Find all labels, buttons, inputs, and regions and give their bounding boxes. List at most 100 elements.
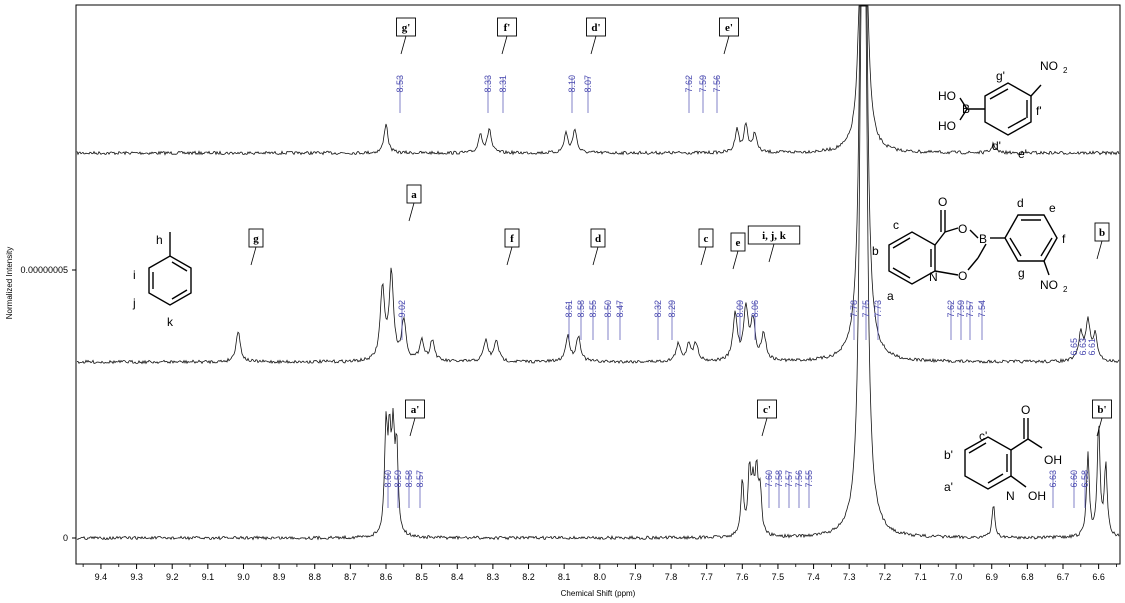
x-tick-label: 7.6 bbox=[736, 572, 749, 582]
assignment-pointer bbox=[732, 250, 739, 270]
assignment-label: c' bbox=[763, 404, 771, 416]
struct-mid-o-top: O bbox=[938, 195, 947, 209]
x-tick-label: 8.4 bbox=[451, 572, 464, 582]
struct-mid-f: f bbox=[1062, 232, 1066, 246]
struct-mid-no2-sub: 2 bbox=[1063, 285, 1068, 294]
struct-top-b: B bbox=[962, 102, 970, 116]
assignment-label: f bbox=[510, 233, 514, 245]
struct-top-no2-sub: 2 bbox=[1063, 66, 1068, 75]
assignment-pointer bbox=[1096, 417, 1103, 437]
struct-mid-g: g bbox=[1018, 266, 1025, 280]
assignment-pointer bbox=[400, 35, 407, 55]
struct-tol-i: i bbox=[133, 268, 136, 282]
struct-tol-k: k bbox=[167, 315, 174, 329]
assignment-label: g' bbox=[402, 22, 411, 34]
x-tick-label: 7.7 bbox=[700, 572, 713, 582]
x-tick-label: 9.1 bbox=[202, 572, 215, 582]
assignment-label: e bbox=[736, 237, 741, 249]
assignment-pointer bbox=[592, 246, 599, 266]
assignment-pointer bbox=[1096, 240, 1103, 260]
peak-label: 6.63 bbox=[1078, 338, 1088, 356]
struct-mid-b-lab: b bbox=[872, 244, 879, 258]
assignment-pointer bbox=[408, 202, 415, 222]
plot-frame bbox=[75, 4, 1121, 565]
assignment-label: d bbox=[595, 233, 601, 245]
y-axis: 0 0.00000005 bbox=[20, 265, 76, 543]
structure-bottom bbox=[964, 418, 1043, 490]
y-tick-label: 0.00000005 bbox=[20, 265, 68, 275]
spectrum-line-top bbox=[76, 5, 1120, 156]
x-tick-label: 7.4 bbox=[807, 572, 820, 582]
struct-bot-n: N bbox=[1006, 489, 1015, 503]
spectrum-series bbox=[76, 5, 1120, 541]
assignment-label: d' bbox=[591, 22, 600, 34]
struct-top-g: g' bbox=[996, 69, 1005, 83]
peak-label: 6.65 bbox=[1069, 338, 1079, 356]
x-axis: 9.4 9.3 9.2 9.1 9.0 8.9 8.8 8.7 8.6 8.5 8.4 8.3 8.2 8… bbox=[82, 564, 1117, 582]
struct-top-d: d' bbox=[992, 139, 1001, 153]
spectrum-line-middle bbox=[76, 5, 1120, 365]
x-tick-label: 8.3 bbox=[487, 572, 500, 582]
structure-toluene bbox=[148, 232, 192, 306]
struct-mid-e: e bbox=[1049, 201, 1056, 215]
assignment-pointer bbox=[501, 35, 508, 55]
peak-label: 6.61 bbox=[1087, 338, 1097, 356]
x-tick-label: 8.7 bbox=[344, 572, 357, 582]
struct-mid-d: d bbox=[1017, 196, 1024, 210]
struct-top-e: e' bbox=[1018, 147, 1027, 161]
x-tick-label: 6.7 bbox=[1057, 572, 1070, 582]
peak-labels: 8.53 8.33 8.31 8.10 8.07 7.62 7.59 7.569.02 8.61… bbox=[383, 75, 1097, 508]
struct-mid-o2: O bbox=[958, 269, 967, 283]
x-tick-label: 8.9 bbox=[273, 572, 286, 582]
struct-bot-o: O bbox=[1021, 403, 1030, 417]
struct-mid-b: B bbox=[979, 232, 987, 246]
x-tick-label: 7.9 bbox=[629, 572, 642, 582]
struct-top-ho1: HO bbox=[938, 89, 956, 103]
x-tick-label: 9.4 bbox=[95, 572, 108, 582]
x-tick-label: 6.8 bbox=[1021, 572, 1034, 582]
struct-bot-c: c' bbox=[979, 429, 987, 443]
assignment-pointer bbox=[590, 35, 597, 55]
assignment-pointer bbox=[723, 35, 730, 55]
struct-bot-oh1: OH bbox=[1044, 453, 1062, 467]
assignment-pointer bbox=[700, 246, 707, 266]
x-tick-label: 7.3 bbox=[843, 572, 856, 582]
struct-top-no2: NO bbox=[1040, 59, 1058, 73]
assignment-pointer bbox=[409, 417, 416, 437]
struct-tol-h: h bbox=[156, 233, 163, 247]
struct-bot-b: b' bbox=[944, 448, 953, 462]
assignment-pointer bbox=[250, 246, 257, 266]
x-tick-label: 9.0 bbox=[237, 572, 250, 582]
x-tick-label: 8.2 bbox=[522, 572, 535, 582]
x-tick-label: 8.6 bbox=[380, 572, 393, 582]
y-tick-label: 0 bbox=[63, 533, 68, 543]
x-tick-label: 6.6 bbox=[1092, 572, 1105, 582]
x-tick-label: 8.5 bbox=[415, 572, 428, 582]
assignment-pointer bbox=[768, 243, 775, 263]
x-axis-title: Chemical Shift (ppm) bbox=[561, 589, 636, 598]
assignment-label: f' bbox=[504, 22, 511, 34]
x-tick-label: 7.5 bbox=[772, 572, 785, 582]
assignment-pointer bbox=[506, 246, 513, 266]
x-tick-label: 7.8 bbox=[665, 572, 678, 582]
x-tick-label: 7.2 bbox=[879, 572, 892, 582]
struct-mid-a: a bbox=[887, 289, 894, 303]
x-tick-label: 9.3 bbox=[130, 572, 143, 582]
struct-mid-c: c bbox=[893, 218, 899, 232]
struct-top-f: f' bbox=[1036, 104, 1042, 118]
assignment-labels: g' f' d' e' g a f d c e i, j, k b a' c' b' bbox=[248, 17, 1112, 437]
x-tick-label: 7.1 bbox=[914, 572, 927, 582]
assignment-label: c bbox=[704, 233, 709, 245]
spectrum-line-bottom bbox=[76, 5, 1120, 541]
y-axis-title: Normalized Intensity bbox=[5, 247, 14, 319]
x-tick-label: 8.1 bbox=[558, 572, 571, 582]
struct-mid-o1: O bbox=[958, 222, 967, 236]
x-tick-label: 9.2 bbox=[166, 572, 179, 582]
assignment-label: a bbox=[411, 189, 417, 201]
struct-mid-no2: NO bbox=[1040, 278, 1058, 292]
structure-top bbox=[959, 82, 1042, 136]
assignment-label: i, j, k bbox=[762, 230, 787, 242]
assignment-pointer bbox=[761, 417, 768, 437]
assignment-label: e' bbox=[725, 22, 733, 34]
